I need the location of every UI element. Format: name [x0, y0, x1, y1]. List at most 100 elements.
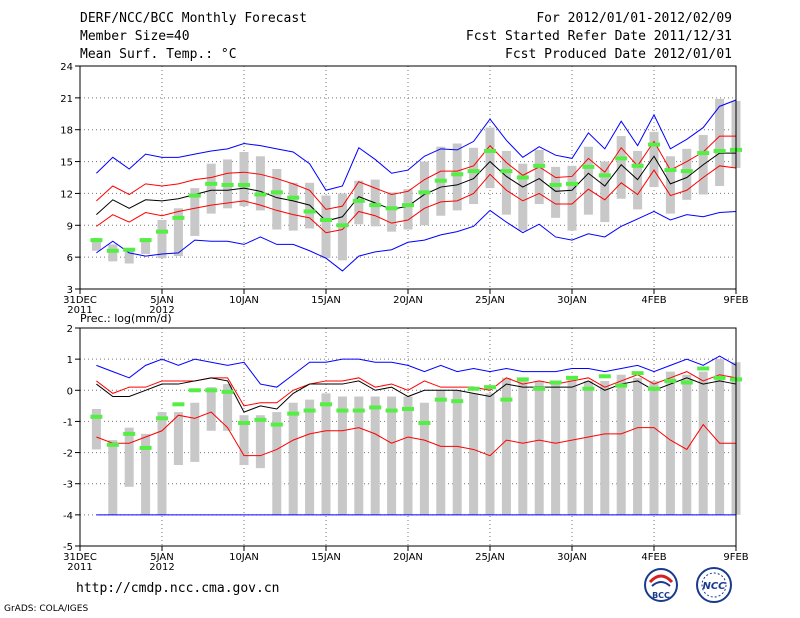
precipitation-obs-marker [402, 407, 414, 411]
precipitation-ytick-label: 0 [67, 386, 73, 397]
temperature-obs-marker [418, 190, 430, 194]
forecast-figure: DERF/NCC/BCC Monthly Forecast Member Siz… [0, 0, 800, 618]
temperature-ytick-label: 18 [60, 126, 73, 137]
precipitation-ensemble-box [649, 381, 658, 515]
precipitation-obs-marker [484, 385, 496, 389]
precipitation-ensemble-box [518, 381, 527, 515]
precipitation-ensemble-box [715, 359, 724, 515]
precipitation-obs-marker [566, 376, 578, 380]
precipitation-xtick-label: 25JAN [475, 552, 505, 563]
temperature-obs-marker [517, 176, 529, 180]
temperature-xtick-label: 10JAN [229, 295, 259, 306]
precipitation-ensemble-box [535, 381, 544, 515]
precipitation-obs-marker [369, 405, 381, 409]
precipitation-obs-marker [517, 377, 529, 381]
temperature-xtick-label: 15JAN [311, 295, 341, 306]
temperature-obs-marker [500, 169, 512, 173]
temperature-obs-marker [369, 203, 381, 207]
precipitation-obs-marker [681, 381, 693, 385]
temperature-ensemble-box [289, 183, 298, 231]
precipitation-ytick-label: -2 [63, 449, 73, 460]
precipitation-ensemble-box [207, 387, 216, 431]
temperature-obs-marker [107, 249, 119, 253]
precipitation-ensemble-box [305, 400, 314, 515]
temperature-obs-marker [271, 190, 283, 194]
temperature-obs-marker [222, 183, 234, 187]
precipitation-ensemble-box [190, 403, 199, 462]
temperature-xtick-label: 9FEB [723, 295, 748, 306]
precipitation-xtick-label: 4FEB [641, 552, 666, 563]
ncc-logo-text: NCC [702, 581, 726, 592]
precipitation-ensemble-box [420, 403, 429, 515]
temperature-ensemble-box [157, 220, 166, 258]
temperature-ytick-label: 6 [67, 253, 73, 264]
temperature-ensemble-box [387, 192, 396, 231]
precipitation-obs-marker [648, 387, 660, 391]
precipitation-obs-marker [353, 409, 365, 413]
precip-chart-title: Prec.: log(mm/d) [80, 312, 172, 325]
precipitation-ensemble-box [453, 390, 462, 515]
precipitation-obs-marker [632, 371, 644, 375]
temperature-obs-marker [320, 218, 332, 222]
precipitation-obs-marker [451, 399, 463, 403]
precipitation-obs-marker [697, 366, 709, 370]
precipitation-obs-marker [189, 388, 201, 392]
grads-credit: GrADS: COLA/IGES [4, 604, 88, 614]
precipitation-xtick-label: 30JAN [557, 552, 587, 563]
temperature-obs-marker [484, 149, 496, 153]
temperature-xtick-label: 30JAN [557, 295, 587, 306]
precipitation-obs-marker [123, 432, 135, 436]
precipitation-ytick-label: 2 [67, 324, 73, 335]
temperature-obs-marker [140, 238, 152, 242]
precipitation-ensemble-box [289, 403, 298, 515]
temperature-obs-marker [632, 164, 644, 168]
temperature-ensemble-box [403, 189, 412, 229]
ncc-logo: NCC [697, 568, 731, 602]
temperature-obs-marker [402, 203, 414, 207]
temperature-obs-marker [697, 151, 709, 155]
temperature-obs-marker [90, 238, 102, 242]
precipitation-chart: 210-1-2-3-4-531DEC20115JAN201210JAN15JAN… [63, 324, 749, 573]
temperature-ensemble-box [600, 162, 609, 223]
temperature-ensemble-box [108, 244, 117, 261]
temperature-obs-marker [287, 196, 299, 200]
precipitation-ensemble-box [469, 393, 478, 514]
precipitation-ensemble-box [584, 381, 593, 515]
temperature-xtick-label: 25JAN [475, 295, 505, 306]
precipitation-obs-marker [304, 409, 316, 413]
source-url: http://cmdp.ncc.cma.gov.cn [76, 581, 280, 596]
precipitation-ensemble-box [403, 397, 412, 515]
precipitation-ensemble-box [338, 397, 347, 515]
precipitation-ensemble-box [633, 378, 642, 515]
temperature-obs-marker [681, 169, 693, 173]
temperature-obs-marker [336, 223, 348, 227]
temperature-ytick-label: 12 [60, 189, 73, 200]
precipitation-obs-marker [435, 398, 447, 402]
precipitation-ensemble-box [354, 397, 363, 515]
temperature-obs-marker [550, 183, 562, 187]
precipitation-obs-marker [172, 402, 184, 406]
precipitation-obs-marker [714, 376, 726, 380]
precipitation-obs-marker [156, 416, 168, 420]
precipitation-obs-marker [582, 387, 594, 391]
temperature-obs-marker [238, 183, 250, 187]
precipitation-obs-marker [140, 446, 152, 450]
precipitation-obs-marker [664, 379, 676, 383]
temperature-obs-marker [172, 216, 184, 220]
precipitation-obs-marker [599, 374, 611, 378]
temperature-ensemble-box [239, 152, 248, 206]
temperature-obs-marker [451, 172, 463, 176]
precipitation-obs-marker [271, 423, 283, 427]
precipitation-xtick-label: 10JAN [229, 552, 259, 563]
temperature-ensemble-box [485, 128, 494, 189]
precipitation-obs-marker [418, 421, 430, 425]
precipitation-xtick-label: 20JAN [393, 552, 423, 563]
temperature-obs-marker [566, 182, 578, 186]
temperature-obs-marker [615, 156, 627, 160]
precipitation-obs-marker [615, 384, 627, 388]
precipitation-ensemble-box [617, 375, 626, 515]
precipitation-ensemble-box [387, 397, 396, 515]
precipitation-ensemble-box [551, 381, 560, 515]
temperature-ensemble-box [649, 132, 658, 187]
temperature-obs-marker [123, 248, 135, 252]
